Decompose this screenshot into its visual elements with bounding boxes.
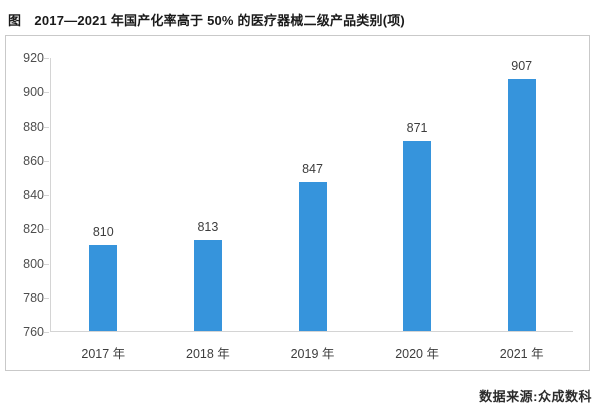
y-axis-tick-mark — [44, 160, 49, 162]
x-axis-category-label: 2021 年 — [499, 347, 544, 361]
x-axis-category-label: 2019 年 — [290, 347, 335, 361]
bar-value-label: 810 — [92, 225, 114, 240]
bar-2020 年 — [403, 140, 432, 331]
y-axis-tick-mark — [44, 92, 49, 94]
y-axis-tick-label: 920 — [23, 51, 44, 65]
x-axis-category-label: 2017 年 — [81, 347, 126, 361]
x-axis-category-label: 2018 年 — [186, 347, 230, 361]
y-axis-tick-mark — [44, 332, 49, 333]
y-axis-tick-mark — [44, 195, 49, 196]
chart-container: 810 2017 年 813 2018 年 847 2019 年 871 2020 年 907 2… — [5, 35, 590, 371]
y-axis-tick-label: 780 — [23, 290, 44, 305]
y-axis-tick-label: 760 — [23, 325, 44, 339]
y-axis-tick-mark — [44, 263, 49, 265]
data-source-note: 数据来源:众成数科 — [479, 389, 592, 404]
bar-value-label: 907 — [511, 59, 533, 74]
plot-area: 810 2017 年 813 2018 年 847 2019 年 871 2020 年 907 2… — [50, 58, 573, 361]
x-axis-category-label: 2020 年 — [395, 347, 439, 361]
y-axis-tick-mark — [44, 126, 49, 128]
bar-value-label: 871 — [406, 120, 428, 135]
bar-2017 年 — [89, 245, 118, 331]
bar-2018 年 — [193, 240, 222, 331]
y-axis-tick-mark — [44, 58, 49, 59]
y-axis-tick-label: 860 — [23, 153, 44, 168]
figure-title: 图 2017—2021 年国产化率高于 50% 的医疗器械二级产品类别(项) — [8, 13, 405, 28]
y-axis-tick-mark — [44, 229, 49, 231]
y-axis-tick-label: 900 — [23, 85, 44, 100]
y-axis-tick-label: 800 — [23, 256, 44, 271]
y-axis-tick-label: 820 — [23, 222, 44, 237]
y-axis-tick-label: 880 — [23, 119, 44, 134]
y-axis-tick-label: 840 — [23, 188, 44, 202]
y-axis-tick-mark — [44, 297, 49, 299]
bar-2021 年 — [507, 79, 536, 331]
bar-value-label: 813 — [197, 220, 219, 235]
bar-2019 年 — [298, 182, 327, 331]
bar-value-label: 847 — [302, 162, 323, 177]
